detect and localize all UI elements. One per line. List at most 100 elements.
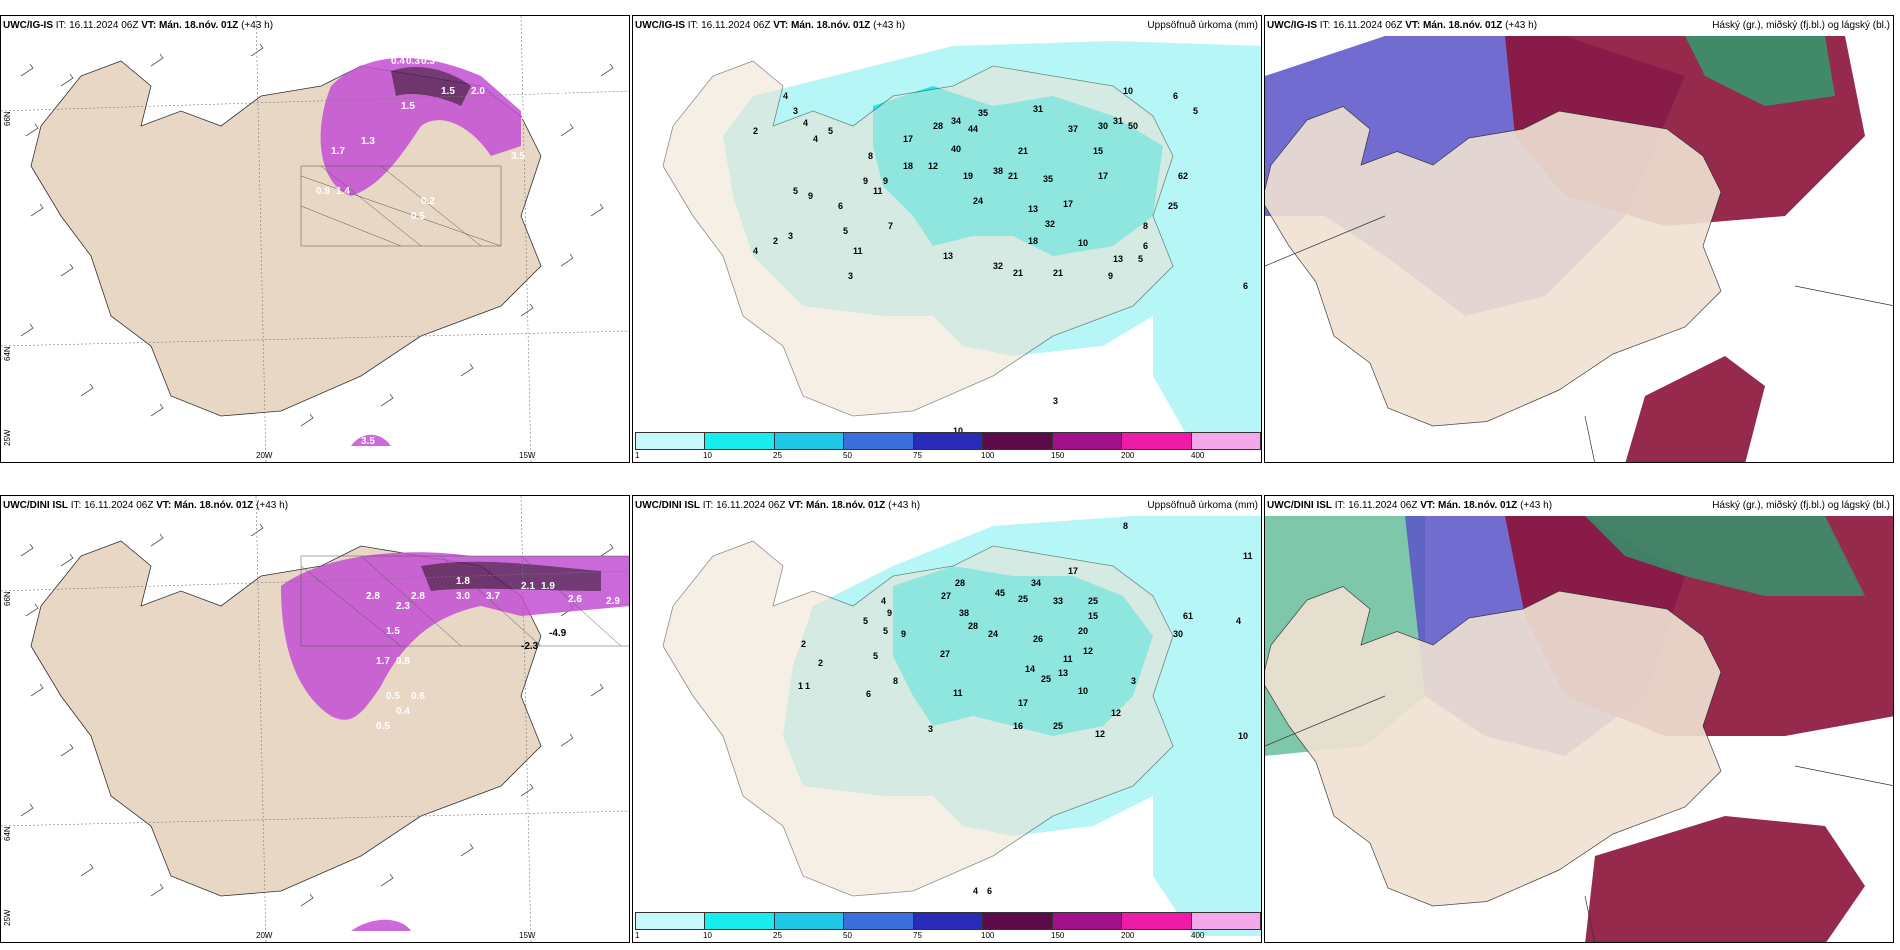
panel-title-clouds: Háský (gr.), miðský (fj.bl.) og lágský (… (1712, 20, 1890, 31)
value-label: 2.0 (471, 86, 485, 97)
value-label: 2.9 (606, 596, 620, 607)
lat-label-64n: 64N (3, 826, 12, 841)
value-label: 2.1 (521, 581, 535, 592)
value-label: 0.9 (316, 186, 330, 197)
value-label: 2.0 (451, 36, 465, 47)
colorbar-swatch (1122, 432, 1192, 450)
value-label: 1.5 (441, 86, 455, 97)
value-label: 3.0 (456, 591, 470, 602)
lon-label-20w: 20W (256, 931, 273, 940)
colorbar-swatch (844, 432, 914, 450)
tick-label: 50 (843, 451, 852, 460)
value-label: 1.7 (376, 656, 390, 667)
map-canvas (662, 516, 1261, 936)
tick-label: 1 (635, 451, 640, 460)
tick-label: 150 (1051, 451, 1065, 460)
value-label: 2.8 (411, 591, 425, 602)
cloud-mid-maroon-south (1625, 356, 1765, 462)
iceland-land (1265, 106, 1722, 427)
tick-label: 150 (1051, 931, 1065, 940)
map-canvas (1265, 496, 1893, 942)
snow-shading (281, 552, 629, 931)
lat-label-64n: 64N (3, 346, 12, 361)
value-label: -2.3 (521, 641, 539, 652)
value-label: 2.0 (551, 91, 565, 102)
panel-header: UWC/DINI ISL IT: 16.11.2024 06Z VT: Mán.… (1267, 500, 1553, 511)
colorbar-swatch (635, 912, 706, 930)
snow-shading (320, 57, 521, 446)
gridlines (1, 496, 629, 942)
panel-title-clouds: Háský (gr.), miðský (fj.bl.) og lágský (… (1712, 500, 1890, 511)
panel-header: UWC/DINI ISL IT: 16.11.2024 06Z VT: Mán.… (635, 500, 921, 511)
value-label: 2.8 (366, 591, 380, 602)
map-panel-wind-snow-ig: UWC/IG-IS IT: 16.11.2024 06Z VT: Mán. 18… (0, 15, 630, 463)
value-label: 2.6 (568, 594, 582, 605)
lon-label-25w: 25W (3, 429, 12, 446)
tick-label: 100 (981, 451, 995, 460)
gridlines (1, 16, 629, 462)
map-canvas (1265, 16, 1893, 462)
lat-label-66n: 66N (3, 591, 12, 606)
value-label: 1.1 (571, 106, 585, 117)
colorbar-swatch (983, 912, 1053, 930)
panel-header: UWC/IG-IS IT: 16.11.2024 06Z VT: Mán. 18… (3, 20, 274, 31)
value-label: 0.2 (421, 196, 435, 207)
value-label: 0.8 (396, 656, 410, 667)
value-label: 2.9 (521, 111, 535, 122)
lat-label-66n: 66N (3, 111, 12, 126)
panel-header: UWC/IG-IS IT: 16.11.2024 06Z VT: Mán. 18… (635, 20, 906, 31)
colorbar-swatch (774, 912, 845, 930)
lon-label-25w: 25W (3, 909, 12, 926)
panel-title-precip: Uppsöfnuð úrkoma (mm) (1147, 20, 1258, 31)
colorbar-ticks: 1 10 25 50 75 100 150 200 400 (635, 931, 1261, 941)
tick-label: 200 (1121, 931, 1135, 940)
tick-label: 10 (703, 931, 712, 940)
colorbar-swatch (1191, 912, 1261, 930)
hatch-region (300, 165, 502, 247)
map-panel-clouds-ig: UWC/IG-IS IT: 16.11.2024 06Z VT: Mán. 18… (1264, 15, 1894, 463)
value-label: 0.4 (391, 56, 405, 67)
value-label: 0.5 (386, 691, 400, 702)
tick-label: 75 (913, 451, 922, 460)
panel-header: UWC/DINI ISL IT: 16.11.2024 06Z VT: Mán.… (3, 500, 289, 511)
tick-label: 400 (1191, 931, 1205, 940)
map-panel-wind-snow-dini: UWC/DINI ISL IT: 16.11.2024 06Z VT: Mán.… (0, 495, 630, 943)
map-panel-precip-dini: UWC/DINI ISL IT: 16.11.2024 06Z VT: Mán.… (632, 495, 1262, 943)
iceland-land (30, 60, 542, 417)
value-label: -4.9 (549, 628, 567, 639)
value-label: 3.7 (486, 591, 500, 602)
cloud-high-green-ne (1585, 516, 1865, 596)
value-label: 2.4 (596, 126, 610, 137)
map-canvas (1, 16, 629, 462)
colorbar-swatch (913, 912, 984, 930)
colorbar-swatch (913, 432, 984, 450)
lon-label-15w: 15W (519, 451, 536, 460)
cloud-mid-maroon-south (1585, 816, 1865, 942)
value-label: 1.9 (541, 581, 555, 592)
lon-label-20w: 20W (256, 451, 273, 460)
snow-values: 0.4 0.3 0.3 2.0 1.5 3.5 2.9 1.3 0.9 1.4 … (1, 16, 629, 462)
value-label: 0.3 (421, 56, 435, 67)
tick-label: 1 (635, 931, 640, 940)
value-label: 1.6 (431, 544, 445, 555)
value-label: 3.5 (361, 436, 375, 447)
value-label: 0.4 (396, 706, 410, 717)
precip-values: 4 3 4 2 4 5 5 9 17 18 28 34 44 35 40 12 … (753, 86, 1249, 436)
value-label: 1.3 (361, 136, 375, 147)
tick-label: 10 (703, 451, 712, 460)
colorbar-swatch (1052, 912, 1123, 930)
panel-header: UWC/IG-IS IT: 16.11.2024 06Z VT: Mán. 18… (1267, 20, 1538, 31)
tick-label: 25 (773, 451, 782, 460)
tick-label: 75 (913, 931, 922, 940)
colorbar-swatch (1122, 912, 1192, 930)
colorbar (635, 432, 1261, 450)
value-label: 1.4 (336, 186, 350, 197)
iceland-land (662, 60, 1174, 417)
cloud-high-green (1685, 36, 1835, 106)
tick-label: 100 (981, 931, 995, 940)
value-label: 0.6 (411, 691, 425, 702)
panel-title-precip: Uppsöfnuð úrkoma (mm) (1147, 500, 1258, 511)
value-label: 1.8 (456, 576, 470, 587)
value-label: 1.5 (386, 626, 400, 637)
colorbar-swatch (1052, 432, 1123, 450)
